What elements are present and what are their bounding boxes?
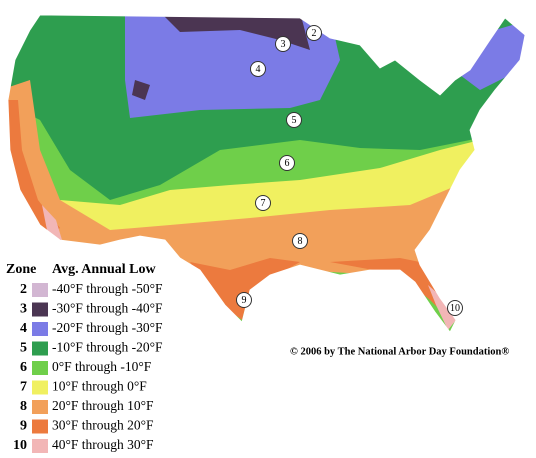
zone-swatch	[32, 361, 48, 375]
marker-label: 9	[242, 295, 247, 306]
zone-label: -40°F through -50°F	[52, 281, 163, 296]
zone-swatch	[32, 419, 48, 434]
zone-label: 20°F through 10°F	[52, 398, 154, 413]
zone-label: 40°F through 30°F	[52, 437, 154, 452]
zone-number: 9	[20, 419, 27, 434]
marker-circle	[279, 155, 295, 171]
zone-swatch	[32, 322, 48, 336]
marker-circle	[286, 112, 302, 128]
zone-label: -30°F through -40°F	[52, 301, 163, 316]
zone-label: 30°F through 20°F	[52, 418, 154, 433]
zone-area	[132, 15, 310, 100]
marker-circle	[275, 36, 291, 52]
zone-label: 0°F through -10°F	[52, 359, 152, 374]
marker-label: 3	[281, 39, 286, 50]
zone-swatch	[32, 341, 48, 356]
marker-circle	[292, 233, 308, 249]
marker-label: 10	[450, 303, 460, 314]
zone-area	[125, 15, 525, 118]
marker-circle	[306, 25, 322, 41]
legend: Zone Avg. Annual Low 2 -40°F through -50°…	[6, 262, 163, 453]
zone-label: -20°F through -30°F	[52, 320, 163, 335]
marker-label: 6	[285, 158, 290, 169]
zone-number: 10	[13, 438, 27, 453]
zone-number: 4	[20, 321, 27, 336]
legend-title: Zone	[6, 262, 36, 277]
zone-swatch	[32, 439, 48, 453]
zone-number: 5	[20, 341, 27, 356]
zone-number: 8	[20, 399, 27, 414]
marker-label: 7	[261, 198, 266, 209]
zone-swatch	[32, 283, 48, 297]
zone-swatch	[32, 302, 48, 317]
marker-circle	[447, 300, 463, 316]
zone-number: 2	[20, 282, 27, 297]
marker-label: 2	[312, 28, 317, 39]
marker-circle	[255, 195, 271, 211]
zone-swatch	[32, 400, 48, 414]
zone-number: 3	[20, 302, 27, 317]
zone-label: 10°F through 0°F	[52, 379, 147, 394]
zone-markers: 2 3 4 5 6 7 8 9 10	[236, 25, 463, 316]
copyright: © 2006 by The National Arbor Day Foundat…	[290, 346, 509, 357]
zone-swatch	[32, 380, 48, 395]
marker-circle	[250, 61, 266, 77]
zone-number: 6	[20, 360, 27, 375]
zone-area	[8, 100, 450, 320]
marker-label: 4	[256, 64, 261, 75]
legend-header: Avg. Annual Low	[52, 262, 156, 277]
zone-number: 7	[20, 380, 27, 395]
marker-circle	[236, 292, 252, 308]
marker-label: 8	[298, 236, 303, 247]
marker-label: 5	[292, 115, 297, 126]
zone-label: -10°F through -20°F	[52, 340, 163, 355]
